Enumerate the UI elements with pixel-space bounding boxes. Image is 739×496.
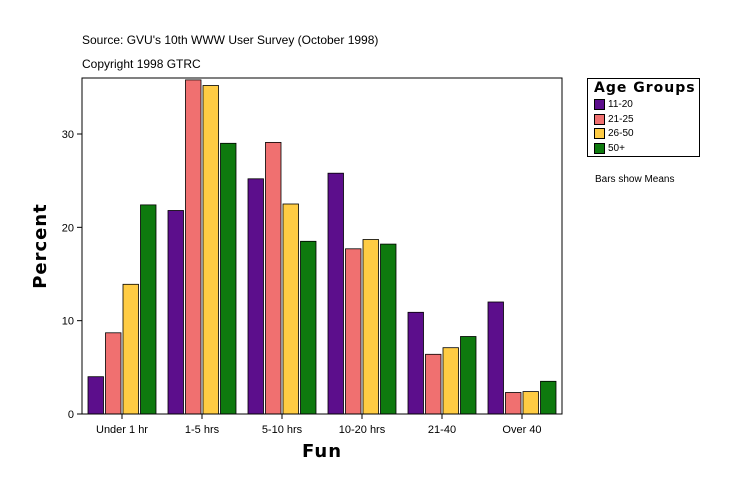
bar-11-20-21-40 — [407, 311, 424, 415]
bar-26-50-5-10-hrs — [282, 203, 299, 415]
y-tick-label: 10 — [62, 316, 74, 328]
bar-26-50-10-20-hrs — [362, 239, 379, 415]
y-axis-title: Percent — [30, 203, 51, 289]
bar-50+-over-40 — [540, 380, 557, 415]
legend-swatch — [594, 113, 605, 125]
x-tick-label: 10-20 hrs — [339, 424, 386, 436]
legend-item-11-20: 11-20 — [594, 99, 633, 111]
x-tick-label: Over 40 — [502, 424, 541, 436]
y-tick-label: 30 — [62, 129, 74, 141]
chart-note: Bars show Means — [595, 174, 675, 185]
y-tick-label: 0 — [68, 409, 74, 421]
bar-21-25-under-1-hr — [105, 332, 122, 415]
bar-21-25-21-40 — [425, 353, 442, 415]
legend-label: 21-25 — [608, 113, 634, 125]
bar-50+-under-1-hr — [140, 204, 157, 415]
bar-11-20-1-5-hrs — [167, 210, 184, 415]
y-tick-label: 20 — [62, 222, 74, 234]
legend: Age Groups 11-20 21-25 26-50 50+ — [587, 78, 700, 157]
bar-50+-1-5-hrs — [220, 142, 237, 415]
bar-21-25-1-5-hrs — [185, 79, 202, 415]
bar-11-20-5-10-hrs — [247, 178, 264, 415]
x-tick-label: 1-5 hrs — [185, 424, 220, 436]
legend-title: Age Groups — [594, 80, 696, 96]
bar-21-25-10-20-hrs — [345, 248, 362, 415]
bar-26-50-1-5-hrs — [202, 85, 219, 415]
legend-label: 26-50 — [608, 128, 634, 139]
x-tick-label: 21-40 — [428, 424, 456, 436]
bar-50+-10-20-hrs — [380, 243, 397, 415]
legend-swatch — [594, 128, 605, 139]
bar-11-20-under-1-hr — [87, 376, 104, 415]
legend-item-50+: 50+ — [594, 142, 625, 155]
bar-26-50-21-40 — [442, 347, 459, 415]
bar-21-25-over-40 — [505, 392, 522, 415]
legend-item-21-25: 21-25 — [594, 113, 634, 126]
bar-21-25-5-10-hrs — [265, 141, 282, 415]
chart-source: Source: GVU's 10th WWW User Survey (Octo… — [82, 33, 379, 47]
bar-11-20-10-20-hrs — [327, 172, 344, 415]
plot-frame — [81, 77, 563, 415]
legend-label: 11-20 — [608, 99, 633, 110]
bar-50+-21-40 — [460, 336, 477, 415]
x-axis-title: Fun — [302, 441, 342, 462]
bar-26-50-over-40 — [522, 391, 539, 415]
legend-swatch — [594, 142, 605, 154]
legend-item-26-50: 26-50 — [594, 128, 634, 140]
x-tick-label: Under 1 hr — [96, 424, 148, 436]
x-tick-label: 5-10 hrs — [262, 424, 303, 436]
bar-11-20-over-40 — [487, 301, 504, 415]
bar-50+-5-10-hrs — [300, 240, 317, 415]
chart-copyright: Copyright 1998 GTRC — [82, 57, 201, 71]
bar-26-50-under-1-hr — [122, 283, 139, 415]
legend-label: 50+ — [608, 142, 625, 154]
legend-swatch — [594, 99, 605, 110]
